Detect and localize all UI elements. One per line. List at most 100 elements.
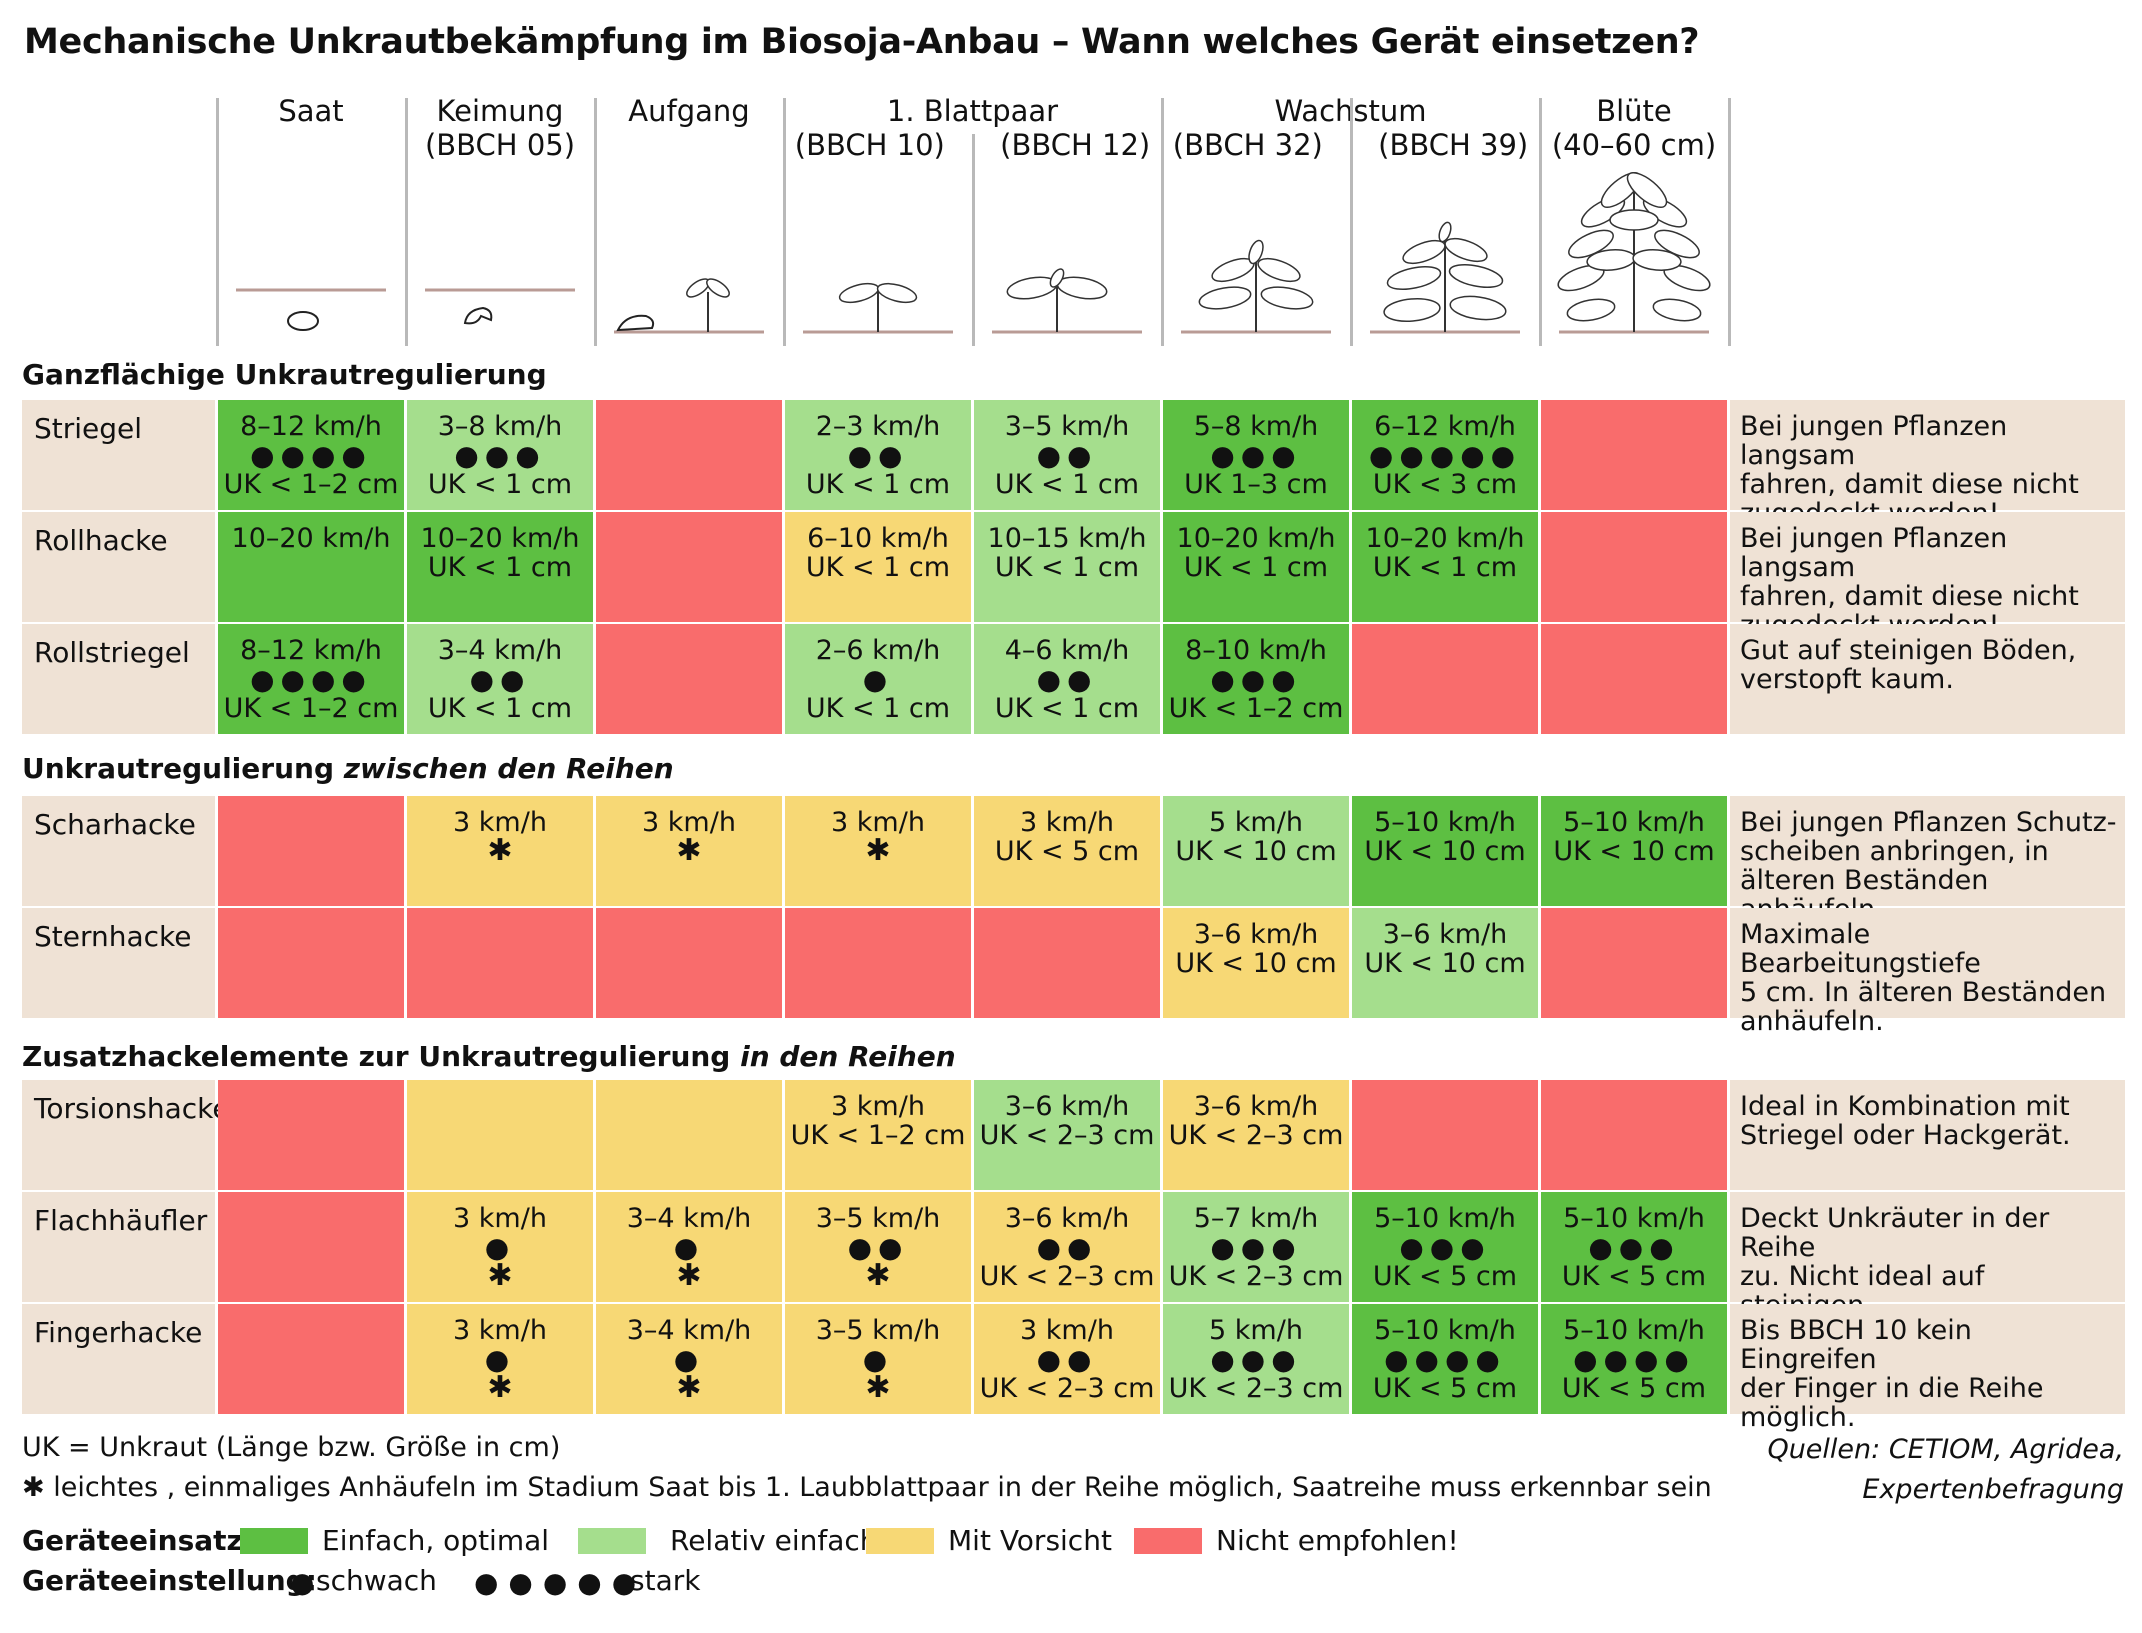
cell-text: 5–10 km/h (1563, 1315, 1705, 1346)
intensity-dots: ●●● (1210, 1343, 1302, 1376)
table-cell: 3–6 km/h UK < 2–3 cm (974, 1080, 1160, 1190)
cell-text: UK < 1–2 cm (223, 693, 399, 724)
section-title-2: Zusatzhackelemente zur Unkrautregulierun… (22, 1040, 956, 1073)
table-cell: 8–12 km/h ●●●● UK < 1–2 cm (218, 400, 404, 510)
table-cell (218, 1192, 404, 1302)
cell-text: 2–6 km/h (815, 635, 941, 666)
stage-divider (1539, 98, 1542, 346)
cell-text: 3–4 km/h (437, 635, 563, 666)
cell-text: 3 km/h (831, 807, 925, 838)
asterisk-mark: ✱ (865, 1370, 891, 1405)
cell-text: 3 km/h (453, 1203, 547, 1234)
cell-text: UK < 1 cm (994, 552, 1140, 583)
stage-sub: (40–60 cm) (1551, 128, 1717, 162)
table-cell (1541, 512, 1727, 622)
intensity-dots: ●●●● (250, 663, 372, 696)
intensity-dots: ● (862, 1343, 894, 1376)
stage-name: Keimung (436, 94, 564, 128)
legend-label: Mit Vorsicht (948, 1524, 1112, 1557)
legend-swatch (1134, 1528, 1202, 1554)
section-title-italic: zwischen den Reihen (343, 752, 674, 785)
intensity-dots: ●●●● (1573, 1343, 1695, 1376)
row-note: Gut auf steinigen Böden, verstopft kaum. (1730, 624, 2125, 734)
cell-text: 5–10 km/h (1563, 807, 1705, 838)
table-cell: 3 km/h ●● UK < 2–3 cm (974, 1304, 1160, 1414)
cell-text: 5 km/h (1209, 1315, 1303, 1346)
footnote-asterisk: ✱ leichtes , einmaliges Anhäufeln im Sta… (22, 1472, 1712, 1503)
row-name: Striegel (22, 400, 215, 510)
stage-divider (594, 98, 597, 346)
table-cell: 3–5 km/h ●● UK < 1 cm (974, 400, 1160, 510)
cell-text: 8–10 km/h (1185, 635, 1327, 666)
cell-text: UK < 10 cm (1175, 836, 1337, 867)
bbch39-illustration (1352, 160, 1538, 345)
table-cell (596, 512, 782, 622)
table-cell: 3 km/h ✱ (407, 796, 593, 906)
table-cell (1541, 624, 1727, 734)
intensity-dots: ●● (1036, 439, 1098, 472)
section-title-1: Unkrautregulierung zwischen den Reihen (22, 752, 674, 785)
section-title-0: Ganzflächige Unkrautregulierung (22, 358, 547, 391)
table-cell: 5–8 km/h ●●● UK 1–3 cm (1163, 400, 1349, 510)
legend-label: Nicht empfohlen! (1216, 1524, 1459, 1557)
cell-text: UK < 1 cm (427, 552, 573, 583)
cell-text: 3–6 km/h (1193, 1091, 1319, 1122)
germination-illustration (407, 160, 593, 345)
row-name: Fingerhacke (22, 1304, 215, 1414)
table-cell: 3 km/h ✱ (785, 796, 971, 906)
sources: Quellen: CETIOM, Agridea, Expertenbefragu… (1767, 1430, 2124, 1510)
cell-text: UK < 1 cm (1372, 552, 1518, 583)
table-cell: 10–20 km/h UK < 1 cm (407, 512, 593, 622)
table-cell (407, 908, 593, 1018)
cell-text: UK < 1 cm (427, 469, 573, 500)
cell-text: 5–7 km/h (1193, 1203, 1319, 1234)
table-cell (596, 400, 782, 510)
stage-divider (1728, 98, 1731, 346)
asterisk-mark: ✱ (865, 1258, 891, 1293)
cell-text: UK < 2–3 cm (1168, 1120, 1344, 1151)
cell-text: UK < 2–3 cm (979, 1373, 1155, 1404)
cell-text: 3 km/h (1020, 807, 1114, 838)
cell-text: 5 km/h (1209, 807, 1303, 838)
cell-text: UK < 5 cm (1372, 1373, 1518, 1404)
row-name: Torsionshacke (22, 1080, 230, 1190)
bbch32-illustration (1163, 160, 1349, 345)
row-name: Rollstriegel (22, 624, 215, 734)
intensity-dots: ●● (1036, 1343, 1098, 1376)
row-note: Deckt Unkräuter in der Reihe zu. Nicht i… (1730, 1192, 2125, 1349)
table-cell: 3 km/h ✱ (596, 796, 782, 906)
cell-text: 3–6 km/h (1004, 1091, 1130, 1122)
intensity-dots: ●●● (1210, 1231, 1302, 1264)
table-cell: 3–6 km/h UK < 10 cm (1352, 908, 1538, 1018)
stage-subdivider (1350, 134, 1353, 346)
table-cell: 2–3 km/h ●● UK < 1 cm (785, 400, 971, 510)
cell-text: UK < 1 cm (1183, 552, 1329, 583)
stage-divider (783, 98, 786, 346)
table-cell (218, 908, 404, 1018)
table-cell: 3–8 km/h ●●● UK < 1 cm (407, 400, 593, 510)
cell-text: 3–6 km/h (1382, 919, 1508, 950)
cell-text: 3–5 km/h (815, 1315, 941, 1346)
table-cell (1541, 400, 1727, 510)
table-cell (785, 908, 971, 1018)
table-cell: 10–20 km/h UK < 1 cm (1163, 512, 1349, 622)
row-name: Flachhäufler (22, 1192, 215, 1302)
table-cell: 10–15 km/h UK < 1 cm (974, 512, 1160, 622)
cell-text: 5–8 km/h (1193, 411, 1319, 442)
cell-text: UK < 10 cm (1553, 836, 1715, 867)
intensity-dots: ● (673, 1343, 705, 1376)
table-cell (218, 796, 404, 906)
table-cell (596, 624, 782, 734)
table-cell: 5–10 km/h ●●●● UK < 5 cm (1541, 1304, 1727, 1414)
intensity-dots: ●●● (454, 439, 546, 472)
cell-text: 5–10 km/h (1563, 1203, 1705, 1234)
cell-text: 10–15 km/h (987, 523, 1147, 554)
section-title-text: Zusatzhackelemente zur Unkrautregulierun… (22, 1040, 741, 1073)
table-cell: 3–4 km/h ● ✱ (596, 1304, 782, 1414)
intensity-dots: ●● (469, 663, 531, 696)
section-title-text: Ganzflächige Unkrautregulierung (22, 358, 547, 391)
seed-illustration (218, 160, 404, 345)
table-cell: 6–10 km/h UK < 1 cm (785, 512, 971, 622)
table-cell: 3–4 km/h ●● UK < 1 cm (407, 624, 593, 734)
